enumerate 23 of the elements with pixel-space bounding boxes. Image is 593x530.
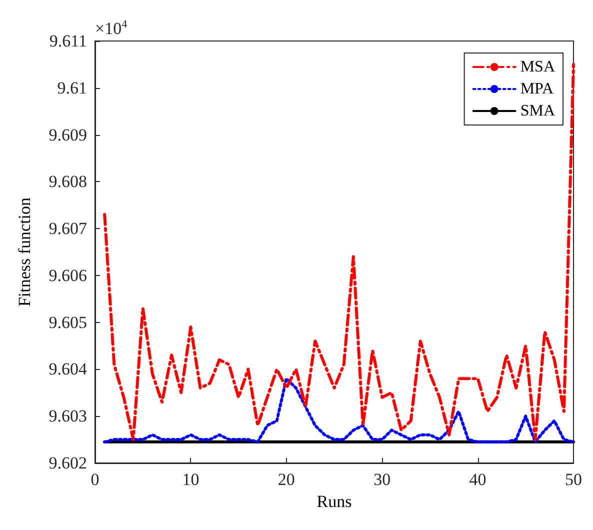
y-tick-label: 9.61 <box>57 78 87 98</box>
x-tick-label: 20 <box>278 470 295 489</box>
y-tick-label: 9.606 <box>48 266 87 285</box>
x-tick-label: 10 <box>182 470 200 489</box>
legend-label: MSA <box>520 58 556 76</box>
line-series <box>103 377 575 444</box>
y-tick-label: 9.602 <box>48 454 87 472</box>
y-tick-label: 9.607 <box>48 219 88 238</box>
y-tick-label: 9.611 <box>49 32 87 50</box>
x-tick-label: 0 <box>90 470 100 489</box>
x-tick-label: 30 <box>374 470 391 489</box>
legend-label: SMA <box>520 102 556 120</box>
y-tick-label: 9.608 <box>48 172 87 192</box>
x-tick-label: 40 <box>469 470 486 489</box>
legend-label: MPA <box>520 80 554 98</box>
x-axis-title: Runs <box>316 492 352 511</box>
line-series <box>103 62 575 442</box>
y-tick-label: 9.609 <box>48 125 87 144</box>
y-tick-label: 9.604 <box>48 360 88 379</box>
y-axis-title: Fitness function <box>15 196 34 307</box>
y-tick-label: 9.603 <box>48 406 87 426</box>
x-tick-label: 50 <box>565 470 582 489</box>
y-tick-label: 9.605 <box>48 312 87 332</box>
